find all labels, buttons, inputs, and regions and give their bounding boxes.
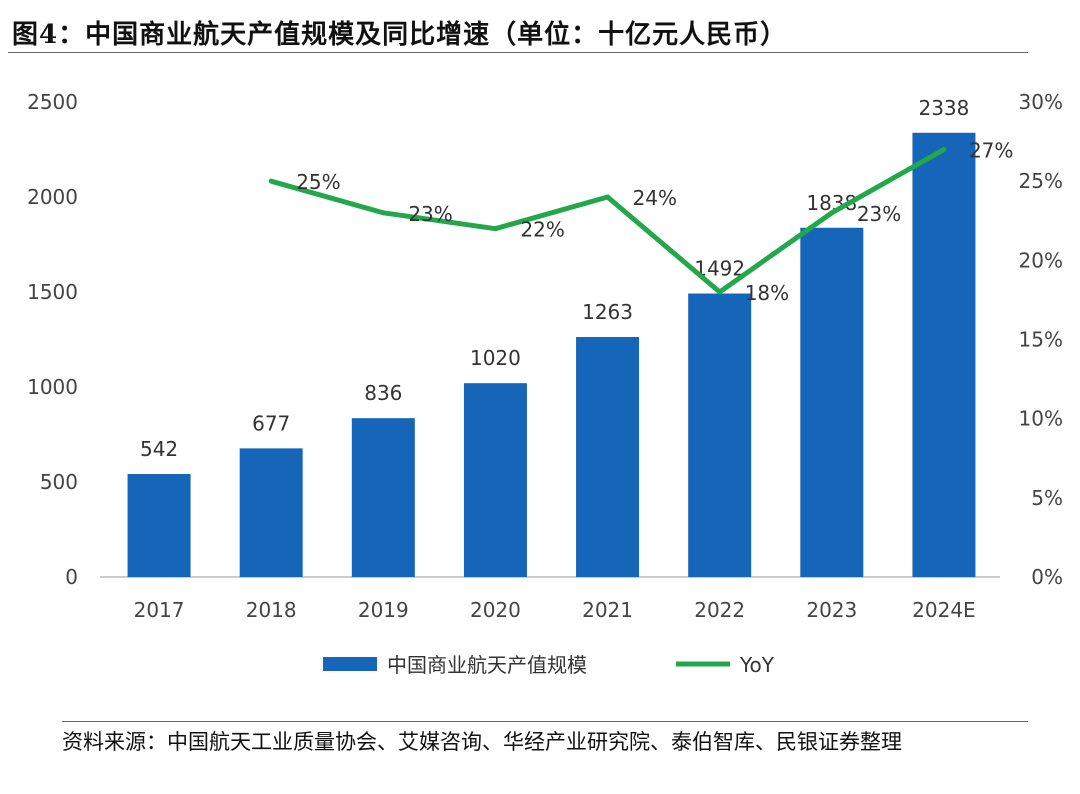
chart-title: 图4：中国商业航天产值规模及同比增速（单位：十亿元人民币） bbox=[12, 20, 788, 50]
yoy-point bbox=[941, 147, 947, 152]
x-tick-label: 2017 bbox=[134, 598, 185, 622]
chart: 0 500 1000 1500 2000 2500 0% 5% 10% 15% 20% 25% 30%… bbox=[27, 90, 1063, 677]
x-tick-label: 2020 bbox=[470, 598, 521, 622]
yoy-data-label: 18% bbox=[745, 281, 789, 305]
bar bbox=[800, 227, 864, 577]
yoy-point bbox=[268, 178, 274, 184]
yoy-point bbox=[492, 226, 498, 232]
left-axis: 0 500 1000 1500 2000 2500 bbox=[27, 90, 78, 589]
bar-data-label: 1263 bbox=[582, 300, 633, 324]
x-tick-label: 2019 bbox=[358, 598, 409, 622]
yoy-data-label: 24% bbox=[633, 186, 677, 210]
source-divider bbox=[62, 721, 1028, 722]
yoy-point bbox=[605, 194, 611, 200]
x-tick-label: 2024E bbox=[912, 598, 976, 622]
left-tick-label: 0 bbox=[65, 565, 78, 589]
bar bbox=[688, 293, 752, 577]
x-tick-label: 2021 bbox=[582, 598, 633, 622]
legend: 中国商业航天产值规模 YoY bbox=[323, 653, 775, 677]
bar bbox=[463, 383, 527, 577]
bar-data-label: 2338 bbox=[918, 96, 969, 120]
yoy-data-labels: 25% 23% 22% 24% 18% 23% 27% bbox=[296, 139, 1013, 306]
right-tick-label: 20% bbox=[1019, 248, 1063, 272]
right-tick-label: 0% bbox=[1031, 565, 1063, 589]
bar-data-label: 836 bbox=[364, 381, 402, 405]
bar bbox=[912, 132, 976, 577]
legend-label-line: YoY bbox=[739, 653, 775, 677]
x-tick-label: 2022 bbox=[694, 598, 745, 622]
legend-swatch-bar bbox=[323, 657, 377, 671]
right-axis: 0% 5% 10% 15% 20% 25% 30% bbox=[1019, 90, 1063, 589]
left-tick-label: 500 bbox=[40, 470, 78, 494]
bar-data-label: 677 bbox=[252, 411, 290, 435]
bar bbox=[239, 448, 303, 577]
left-tick-label: 2500 bbox=[27, 90, 78, 114]
yoy-data-label: 23% bbox=[408, 202, 452, 226]
right-tick-label: 5% bbox=[1031, 486, 1063, 510]
yoy-data-label: 23% bbox=[857, 202, 901, 226]
bar-data-label: 542 bbox=[140, 437, 178, 461]
yoy-data-label: 25% bbox=[296, 170, 340, 194]
yoy-data-label: 27% bbox=[969, 139, 1013, 163]
bar-series bbox=[127, 132, 976, 577]
x-tick-label: 2023 bbox=[806, 598, 857, 622]
legend-label-bar: 中国商业航天产值规模 bbox=[387, 653, 587, 677]
yoy-series bbox=[268, 147, 947, 295]
x-tick-label: 2018 bbox=[246, 598, 297, 622]
yoy-point bbox=[380, 210, 386, 216]
yoy-data-label: 22% bbox=[520, 218, 564, 242]
yoy-point bbox=[717, 289, 723, 295]
right-tick-label: 10% bbox=[1019, 407, 1063, 431]
left-tick-label: 2000 bbox=[27, 185, 78, 209]
title-divider bbox=[8, 52, 1028, 53]
x-axis: 2017 2018 2019 2020 2021 2022 2023 2024E bbox=[134, 598, 976, 622]
bar bbox=[351, 418, 415, 577]
yoy-point bbox=[829, 210, 835, 216]
bar bbox=[127, 474, 191, 577]
left-tick-label: 1500 bbox=[27, 280, 78, 304]
right-tick-label: 15% bbox=[1019, 328, 1063, 352]
right-tick-label: 25% bbox=[1019, 169, 1063, 193]
bar bbox=[576, 337, 640, 577]
bar-data-label: 1020 bbox=[470, 346, 521, 370]
source-note: 资料来源：中国航天工业质量协会、艾媒咨询、华经产业研究院、泰伯智库、民银证券整理 bbox=[62, 730, 902, 754]
right-tick-label: 30% bbox=[1019, 90, 1063, 114]
left-tick-label: 1000 bbox=[27, 375, 78, 399]
